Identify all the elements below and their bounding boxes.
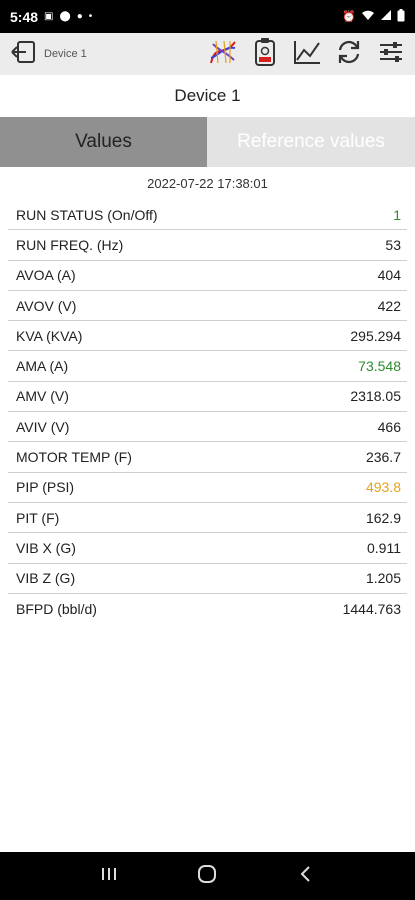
table-row: VIB X (G) 0.911 [8,533,407,564]
row-label: RUN STATUS (On/Off) [16,206,158,223]
row-value: 1 [393,206,401,223]
row-value: 73.548 [358,358,401,375]
row-label: PIP (PSI) [16,479,75,496]
table-row: KVA (KVA) 295.294 [8,321,407,352]
tab-bar: Values Reference values [0,117,415,167]
wifi-icon [361,9,375,24]
table-row: AVOV (V) 422 [8,291,407,322]
row-value: 493.8 [365,479,401,496]
trend-chart-icon [292,38,322,71]
row-label: PIT (F) [16,509,60,526]
alarm-icon: ⏰ [342,11,356,23]
row-value: 422 [377,297,401,314]
row-label: RUN FREQ. (Hz) [16,236,124,253]
settings-sliders-icon [377,38,405,71]
row-value: 404 [377,267,401,284]
row-label: VIB X (G) [16,539,76,556]
more-notifications-icon: • [88,10,93,22]
row-value: 295.294 [350,327,401,344]
back-button[interactable] [286,856,326,896]
row-label: AMA (A) [16,358,69,375]
status-right: ⏰ [342,8,405,25]
chart-curves-icon [208,38,238,71]
row-value: 466 [377,418,401,435]
row-value: 1444.763 [342,601,401,617]
signal-icon [380,9,392,24]
refresh-icon [335,38,363,71]
exit-button[interactable] [8,39,38,69]
table-row: AVOA (A) 404 [8,261,407,291]
table-row: PIP (PSI) 493.8 [8,473,407,503]
row-label: AVIV (V) [16,418,70,435]
table-row: PIT (F) 162.9 [8,503,407,534]
tab-values[interactable]: Values [0,117,207,167]
table-row: AMV (V) 2318.05 [8,382,407,413]
gallery-notification-icon: ▣ [44,10,54,22]
data-timestamp: 2022-07-22 17:38:01 [147,176,268,191]
system-nav-bar [0,852,415,900]
exit-icon [9,39,37,70]
table-row: BFPD (bbl/d) 1444.763 [8,594,407,624]
row-label: MOTOR TEMP (F) [16,449,132,466]
row-value: 236.7 [365,449,401,466]
row-label: KVA (KVA) [16,327,83,344]
settings-button[interactable] [375,38,407,70]
table-row: AVIV (V) 466 [8,412,407,443]
refresh-button[interactable] [333,38,365,70]
location-icon: ⬤ [59,10,71,22]
status-left: 5:48 ▣ ⬤ ● • [10,9,92,25]
values-table: RUN STATUS (On/Off) 1 RUN FREQ. (Hz) 53 AVOA… [0,200,415,624]
row-value: 0.911 [367,539,401,556]
row-value: 1.205 [365,570,401,587]
row-value: 2318.05 [350,388,401,405]
recent-apps-button[interactable] [89,856,129,896]
device-badge-icon [253,37,277,72]
device-info-button[interactable] [249,37,281,72]
toolbar-actions [207,37,407,72]
status-bar: 5:48 ▣ ⬤ ● • ⏰ [0,0,415,33]
table-row: RUN STATUS (On/Off) 1 [8,200,407,231]
row-label: BFPD (bbl/d) [16,601,97,617]
row-label: VIB Z (G) [16,570,76,587]
battery-icon [397,8,405,25]
home-button[interactable] [187,856,227,896]
back-chevron-icon [299,865,313,888]
app-toolbar: Device 1 [0,33,415,75]
row-label: AVOV (V) [16,297,77,314]
recent-apps-icon [100,866,118,887]
device-label: Device 1 [44,48,87,60]
row-value: 53 [385,236,401,253]
table-row: MOTOR TEMP (F) 236.7 [8,442,407,473]
row-value: 162.9 [365,509,401,526]
app-notification-icon: ● [76,10,83,22]
trend-button[interactable] [291,38,323,70]
status-time: 5:48 [10,8,39,25]
table-row: VIB Z (G) 1.205 [8,564,407,594]
table-row: RUN FREQ. (Hz) 53 [8,230,407,261]
tab-reference-values[interactable]: Reference values [207,117,415,167]
curves-button[interactable] [207,38,239,70]
home-icon [197,864,217,889]
page-title: Device 1 [0,75,415,117]
row-label: AVOA (A) [16,267,76,284]
table-row: AMA (A) 73.548 [8,351,407,382]
row-label: AMV (V) [16,388,69,405]
